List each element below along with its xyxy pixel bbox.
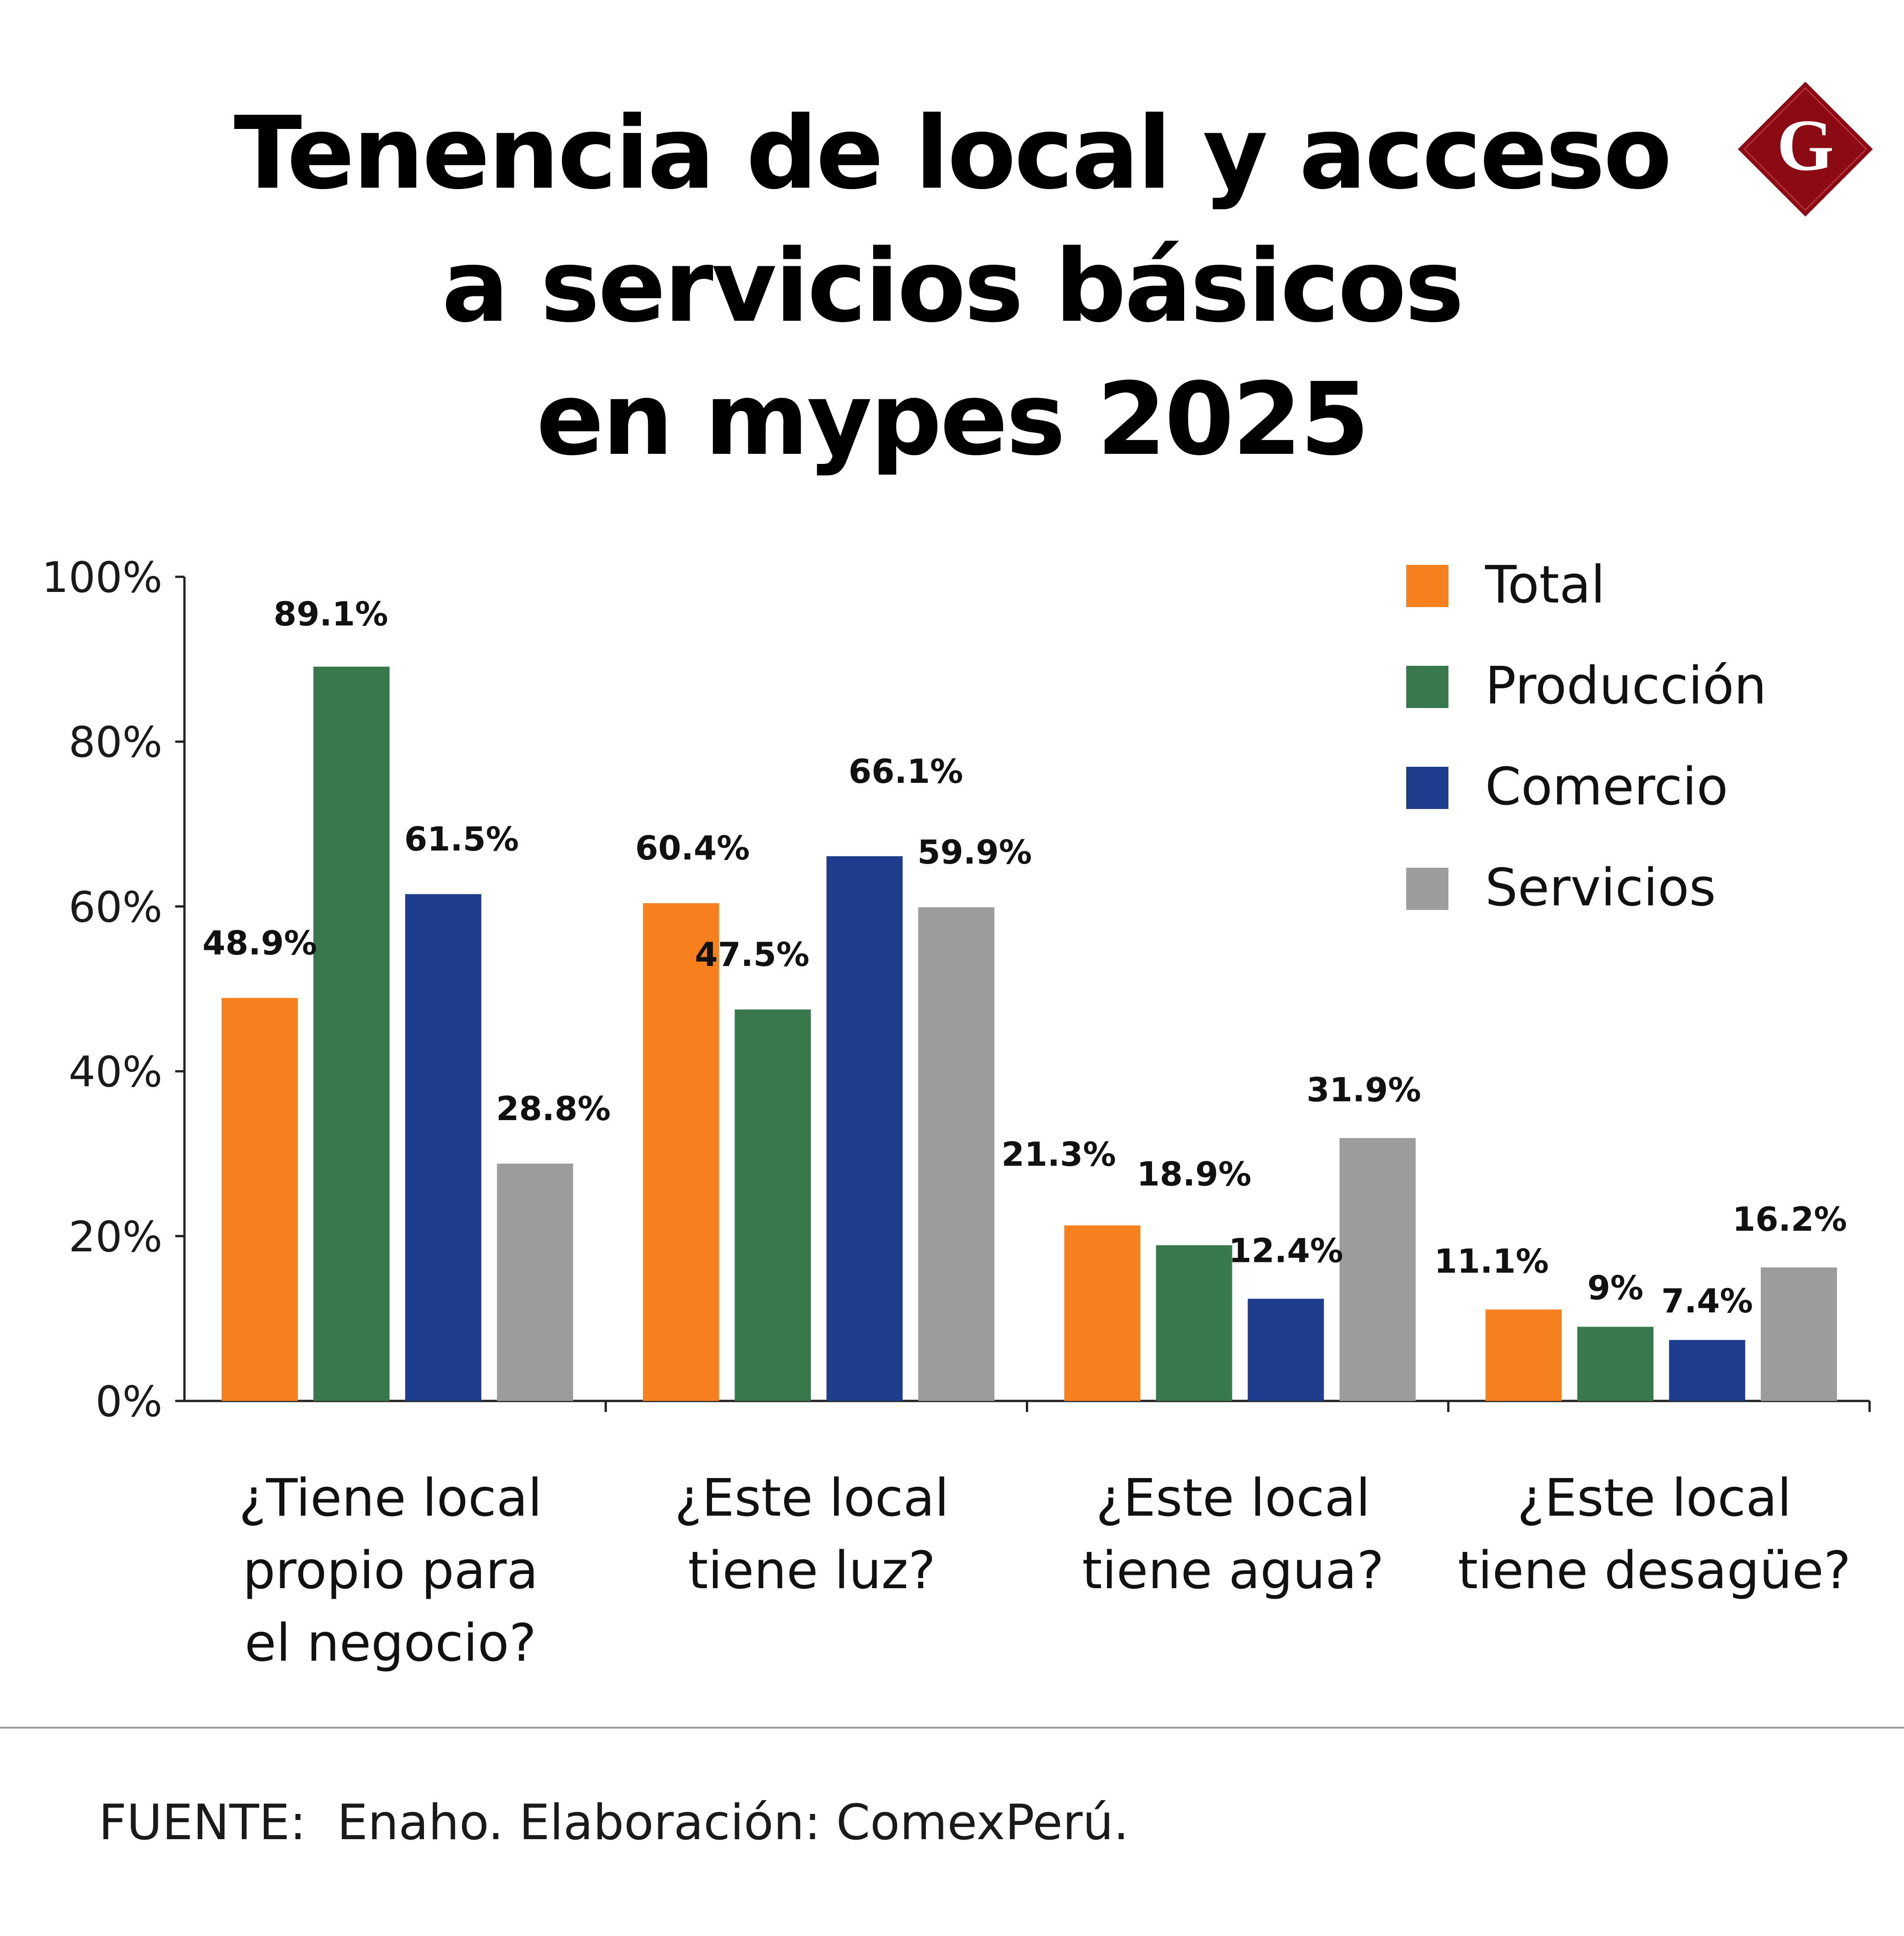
- category-label-3-line-1: ¿Este local: [1096, 1468, 1370, 1528]
- category-label-2-line-1: ¿Este local: [674, 1468, 949, 1528]
- value-label-total-2: 60.4%: [635, 829, 750, 867]
- legend-label-comercio: Comercio: [1485, 757, 1728, 817]
- y-tick-label: 100%: [42, 553, 162, 602]
- diamond-g-logo-icon: G: [1738, 82, 1873, 217]
- legend-label-producción: Producción: [1485, 656, 1767, 716]
- value-label-comercio-4: 7.4%: [1661, 1282, 1753, 1320]
- legend-swatch-total: [1406, 565, 1448, 607]
- bar-total-1: [222, 998, 298, 1401]
- legend-swatch-producción: [1406, 666, 1448, 708]
- bar-total-3: [1064, 1225, 1141, 1401]
- value-labels: 48.9% 89.1% 61.5% 28.8% 60.4% 47.5% 66.1% 59.9%…: [202, 595, 1847, 1320]
- bar-servicios-4: [1760, 1267, 1837, 1401]
- legend-label-servicios: Servicios: [1485, 858, 1716, 918]
- bar-producción-4: [1577, 1327, 1653, 1401]
- value-label-producción-2: 47.5%: [695, 935, 809, 974]
- legend-label-total: Total: [1485, 555, 1605, 615]
- value-label-servicios-2: 59.9%: [917, 833, 1032, 871]
- value-label-total-4: 11.1%: [1434, 1242, 1549, 1281]
- chart-title: Tenencia de local y acceso a servicios b…: [184, 87, 1720, 486]
- bar-servicios-3: [1339, 1138, 1416, 1401]
- legend: Total Producción Comercio Servicios: [1406, 555, 1767, 918]
- category-label-3-line-2: tiene agua?: [1082, 1541, 1384, 1601]
- logo-diamond: [1738, 82, 1873, 217]
- source-note: FUENTE: Enaho. Elaboración: ComexPerú.: [99, 1794, 1129, 1851]
- bar-comercio-3: [1247, 1299, 1324, 1401]
- bar-comercio-4: [1669, 1340, 1745, 1401]
- bar-producción-1: [313, 666, 390, 1401]
- bar-producción-3: [1156, 1245, 1232, 1401]
- title-line-1: Tenencia de local y acceso: [234, 95, 1672, 212]
- category-label-1-line-2: propio para: [243, 1541, 538, 1601]
- y-tick-label: 40%: [69, 1048, 162, 1097]
- category-label-4-line-1: ¿Este local: [1517, 1468, 1792, 1528]
- y-axis: 0% 20% 40% 60% 80% 100%: [42, 553, 186, 1426]
- value-label-producción-3: 18.9%: [1137, 1155, 1252, 1194]
- value-label-servicios-1: 28.8%: [496, 1089, 611, 1128]
- value-label-total-1: 48.9%: [202, 924, 317, 962]
- value-label-total-3: 21.3%: [1002, 1135, 1116, 1173]
- legend-swatch-comercio: [1406, 767, 1448, 809]
- bar-chart: 0% 20% 40% 60% 80% 100% 48.9% 89.1% 61.5% 28.8% 6…: [42, 553, 1871, 1673]
- title-line-3: en mypes 2025: [536, 362, 1370, 478]
- bar-producción-2: [735, 1009, 811, 1401]
- value-label-comercio-3: 12.4%: [1229, 1231, 1343, 1270]
- y-tick-label: 0%: [95, 1377, 162, 1426]
- logo-diamond-inner: [1743, 87, 1868, 212]
- bar-comercio-2: [826, 856, 903, 1401]
- y-tick-label: 80%: [69, 718, 162, 767]
- title-line-2: a servicios básicos: [441, 229, 1464, 345]
- value-label-comercio-2: 66.1%: [848, 752, 963, 791]
- category-label-1-line-3: el negocio?: [245, 1613, 536, 1673]
- category-label-2-line-2: tiene luz?: [688, 1541, 935, 1601]
- value-label-servicios-3: 31.9%: [1307, 1071, 1421, 1109]
- footer-divider: [0, 1727, 1904, 1729]
- y-tick-label: 60%: [69, 882, 162, 932]
- category-label-1-line-1: ¿Tiene local: [239, 1468, 542, 1528]
- category-labels: ¿Tiene local propio para el negocio? ¿Este …: [239, 1468, 1851, 1673]
- bar-total-4: [1485, 1309, 1562, 1401]
- x-axis: [184, 1400, 1871, 1412]
- legend-swatch-servicios: [1406, 868, 1448, 910]
- bar-comercio-1: [405, 894, 482, 1401]
- value-label-servicios-4: 16.2%: [1732, 1200, 1847, 1239]
- y-tick-label: 20%: [69, 1212, 162, 1261]
- bar-total-2: [643, 903, 719, 1401]
- logo-letter: G: [1777, 104, 1834, 186]
- bars: [222, 666, 1837, 1401]
- value-label-comercio-1: 61.5%: [404, 820, 519, 858]
- bar-servicios-1: [497, 1163, 573, 1401]
- value-label-producción-1: 89.1%: [273, 595, 388, 633]
- category-label-4-line-2: tiene desagüe?: [1458, 1541, 1851, 1601]
- value-label-producción-4: 9%: [1587, 1268, 1643, 1307]
- bar-servicios-2: [918, 907, 995, 1401]
